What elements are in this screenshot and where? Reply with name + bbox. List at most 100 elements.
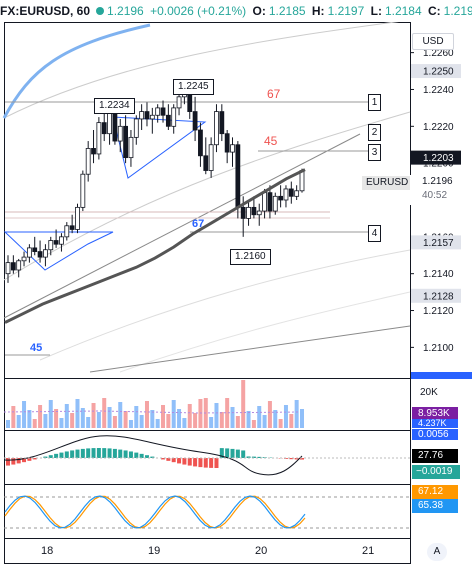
price-change: +0.0026 (+0.21%) — [150, 4, 247, 18]
volume-bar — [198, 399, 203, 428]
volume-bar — [64, 404, 69, 428]
market-status-dot — [96, 7, 105, 15]
stoch-value-1: 67.12 — [412, 485, 458, 499]
channel-line — [3, 111, 411, 281]
volume-bar — [134, 406, 139, 428]
price-axis-scroll-marker — [411, 372, 472, 379]
macd-histogram-bar — [198, 458, 203, 468]
macd-histogram-bar — [54, 453, 59, 458]
macd-histogram-bar — [150, 456, 155, 458]
fib-45-upper: 45 — [264, 134, 278, 148]
macd-histogram-bar — [128, 451, 133, 458]
candle-body — [75, 206, 80, 230]
candle-body — [149, 114, 155, 120]
candle-body — [43, 249, 48, 258]
volume-bar — [86, 417, 91, 428]
volume-bar — [96, 412, 101, 428]
macd-histogram-bar — [230, 448, 235, 458]
candle-body — [59, 236, 64, 245]
candle-body — [251, 206, 257, 216]
symbol-label[interactable]: FX:EURUSD, 60 — [0, 4, 91, 18]
volume-bar — [273, 410, 278, 428]
close-label: C: — [427, 4, 441, 18]
volume-bar — [209, 417, 214, 428]
volume-value-2: 4.237K — [412, 419, 458, 428]
macd-histogram-bar — [139, 453, 144, 458]
macd-histogram-bar — [75, 449, 80, 458]
volume-bar — [102, 398, 107, 428]
volume-bar — [43, 414, 48, 428]
price-label: 1.2250 — [423, 67, 454, 78]
level-marker-3[interactable]: 3 — [368, 144, 381, 161]
volume-bar — [91, 403, 96, 428]
candle-body — [117, 125, 123, 142]
candle-body — [267, 192, 273, 212]
macd-histogram-bar — [11, 458, 16, 465]
macd-histogram-bar — [118, 449, 123, 458]
currency-label: USD — [422, 36, 444, 47]
macd-histogram-bar — [251, 456, 256, 458]
volume-bar — [294, 400, 299, 428]
macd-histogram-bar — [300, 458, 304, 460]
level-marker-4[interactable]: 4 — [368, 225, 381, 242]
candle-body — [208, 144, 214, 171]
candle-body — [16, 260, 22, 271]
high-label: H: — [311, 4, 325, 18]
volume-bar — [38, 405, 43, 428]
price-tick-label: 1.2260 — [423, 48, 454, 59]
price-tick-label: 1.2140 — [423, 269, 454, 280]
macd-value-3: −0.0019 — [412, 465, 460, 479]
volume-bar — [22, 401, 27, 428]
macd-line — [4, 435, 303, 476]
candle-body — [165, 114, 171, 127]
level-marker-1[interactable]: 1 — [368, 94, 381, 111]
volume-bar — [225, 398, 230, 428]
candle-body — [5, 262, 11, 275]
time-label-21: 21 — [362, 545, 375, 557]
macd-histogram-bar — [134, 452, 139, 458]
volume-bar — [177, 409, 182, 428]
macd-histogram-bar — [171, 458, 176, 463]
macd-histogram-bar — [102, 448, 107, 458]
volume-bar — [283, 405, 288, 428]
channel-line — [119, 291, 411, 373]
volume-bar — [107, 407, 112, 428]
auto-scale-label: A — [433, 546, 441, 557]
candle-body — [230, 144, 235, 153]
macd-histogram-bar — [96, 448, 101, 458]
candle-body — [176, 96, 182, 109]
channel-line — [39, 249, 411, 361]
candle-body — [278, 195, 284, 201]
volume-bar — [150, 410, 155, 428]
level-marker-2[interactable]: 2 — [368, 124, 381, 141]
price-label: 1.2157 — [423, 238, 454, 249]
fib-67-lower: 67 — [192, 218, 205, 230]
currency-badge[interactable]: USD — [412, 33, 454, 50]
open-value: 1.2185 — [268, 4, 306, 18]
candle-body — [192, 111, 198, 131]
candle-body — [288, 188, 294, 197]
macd-histogram-bar — [166, 458, 171, 461]
macd-histogram-bar — [144, 455, 149, 458]
swing-high-annotation: 1.2234 — [94, 98, 135, 114]
volume-bar — [187, 404, 192, 428]
volume-bar — [139, 415, 144, 428]
macd-histogram-bar — [177, 458, 182, 464]
candle-body — [37, 251, 43, 258]
chart-frame — [4, 22, 411, 564]
candle-body — [144, 111, 150, 120]
last-price: 1.2196 — [107, 4, 144, 18]
volume-bar — [48, 400, 53, 428]
candle-body — [112, 111, 118, 142]
volume-bar — [54, 409, 59, 428]
volume-bar — [278, 419, 283, 428]
close-value: 1.2196 — [443, 4, 472, 18]
macd-histogram-bar — [123, 450, 128, 458]
candle-body — [128, 136, 134, 159]
auto-scale-button[interactable]: A — [427, 543, 447, 561]
price-tick-label: 1.2100 — [423, 343, 454, 354]
macd-histogram-bar — [86, 448, 91, 458]
fib-67-upper: 67 — [267, 87, 281, 101]
macd-histogram-bar — [294, 458, 299, 460]
